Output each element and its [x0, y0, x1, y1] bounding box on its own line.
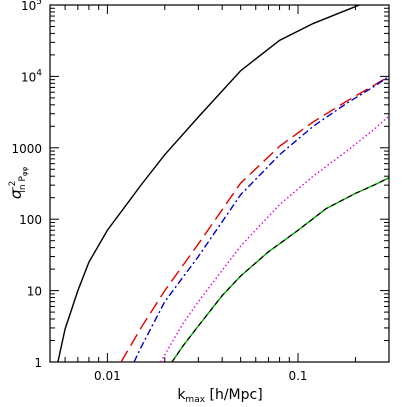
y-tick-label-exponent: 4: [36, 68, 42, 78]
y-tick-label: 104: [21, 68, 42, 84]
tick-layer: [49, 4, 389, 363]
y-axis-label-sub: ln P: [18, 176, 28, 193]
x-tick-label: 0.1: [288, 369, 307, 383]
plot-frame: [49, 4, 390, 363]
x-axis-label: kmax [h/Mpc]: [177, 387, 262, 405]
y-tick-label-base: 100: [19, 213, 42, 227]
y-tick-label-base: 1: [34, 356, 42, 370]
y-tick-label-base: 10: [21, 0, 36, 13]
y-axis-label-subsub: φφ: [21, 167, 29, 177]
series-line-1: [57, 5, 360, 362]
y-tick-label-base: 10: [27, 285, 42, 299]
y-axis-label-main: σ: [7, 189, 25, 199]
y-tick-label: 1: [34, 356, 42, 370]
series-line-3: [133, 75, 389, 362]
y-tick-label: 10: [27, 285, 42, 299]
y-tick-label-exponent: 5: [36, 0, 42, 7]
x-tick-labels: 0.01 0.1: [94, 369, 308, 383]
y-axis-label-sup: -2: [8, 181, 18, 190]
x-tick-label: 0.01: [94, 369, 121, 383]
y-tick-label: 1000: [11, 142, 42, 156]
series-line-4: [159, 115, 389, 362]
y-tick-label: 105: [21, 0, 42, 13]
x-axis-label-rest: [h/Mpc]: [205, 387, 263, 403]
series-line-6: [171, 177, 389, 362]
series-line-2: [120, 75, 389, 362]
y-tick-label-base: 1000: [11, 142, 42, 156]
series-line-5: [171, 177, 389, 362]
series-layer: [57, 5, 389, 362]
y-tick-label-base: 10: [21, 70, 36, 84]
y-axis-label: σ-2ln Pφφ: [7, 167, 29, 200]
x-axis-label-sub: max: [185, 395, 205, 405]
y-tick-label: 100: [19, 213, 42, 227]
x-axis-label-main: k: [177, 387, 186, 403]
